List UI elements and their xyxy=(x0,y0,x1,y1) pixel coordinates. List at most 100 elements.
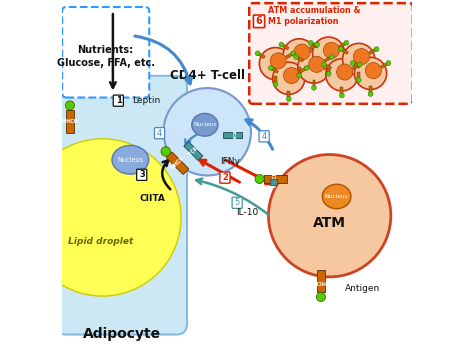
Circle shape xyxy=(311,85,316,90)
Circle shape xyxy=(356,78,361,82)
Text: CIITA: CIITA xyxy=(139,194,165,203)
Circle shape xyxy=(283,67,300,84)
Circle shape xyxy=(344,40,349,45)
Text: MHCII: MHCII xyxy=(62,119,78,124)
Circle shape xyxy=(355,57,387,90)
Polygon shape xyxy=(282,44,289,50)
Polygon shape xyxy=(357,72,360,79)
Circle shape xyxy=(315,42,319,47)
Text: IFNγ: IFNγ xyxy=(220,157,240,166)
Text: Leptin: Leptin xyxy=(132,96,160,105)
Polygon shape xyxy=(271,67,279,73)
Circle shape xyxy=(338,47,343,52)
Circle shape xyxy=(308,40,313,45)
Text: MHCII: MHCII xyxy=(313,279,329,284)
Circle shape xyxy=(368,92,373,97)
Text: Adipocyte: Adipocyte xyxy=(82,326,161,340)
Circle shape xyxy=(270,53,286,69)
FancyBboxPatch shape xyxy=(249,3,413,104)
Polygon shape xyxy=(381,62,388,68)
Circle shape xyxy=(65,101,74,110)
Polygon shape xyxy=(66,110,74,133)
Circle shape xyxy=(268,66,273,71)
Text: MHCII: MHCII xyxy=(170,155,185,171)
Polygon shape xyxy=(341,48,348,54)
Circle shape xyxy=(386,61,391,66)
Polygon shape xyxy=(310,44,317,50)
Polygon shape xyxy=(299,67,306,73)
Circle shape xyxy=(350,61,355,66)
Polygon shape xyxy=(184,141,203,160)
Circle shape xyxy=(255,174,264,184)
Circle shape xyxy=(24,139,181,296)
Polygon shape xyxy=(298,67,301,74)
Text: ATM accumulation &
M1 polarization: ATM accumulation & M1 polarization xyxy=(268,6,361,26)
Text: 2: 2 xyxy=(222,173,228,182)
Polygon shape xyxy=(312,80,315,87)
Circle shape xyxy=(357,62,362,67)
Text: Nucleus: Nucleus xyxy=(193,122,217,127)
Text: TCR: TCR xyxy=(230,131,235,140)
Polygon shape xyxy=(296,56,304,62)
FancyBboxPatch shape xyxy=(137,169,147,180)
Circle shape xyxy=(273,82,278,87)
Polygon shape xyxy=(166,152,189,174)
Circle shape xyxy=(354,48,370,65)
FancyBboxPatch shape xyxy=(113,95,123,106)
Circle shape xyxy=(255,51,260,56)
FancyBboxPatch shape xyxy=(62,7,149,98)
Text: IL-10: IL-10 xyxy=(236,208,258,217)
Circle shape xyxy=(279,42,284,47)
Polygon shape xyxy=(327,66,330,73)
Circle shape xyxy=(326,71,331,76)
Polygon shape xyxy=(369,48,376,54)
Polygon shape xyxy=(286,53,293,59)
Text: CD4+ T-cell: CD4+ T-cell xyxy=(170,69,245,82)
Polygon shape xyxy=(339,42,346,48)
FancyBboxPatch shape xyxy=(254,15,264,28)
Circle shape xyxy=(321,62,327,67)
Polygon shape xyxy=(223,132,242,138)
Circle shape xyxy=(309,56,325,72)
Text: 6: 6 xyxy=(255,16,263,26)
Circle shape xyxy=(339,93,344,98)
Text: TCR: TCR xyxy=(188,146,199,156)
Polygon shape xyxy=(352,64,360,70)
Text: ATM: ATM xyxy=(313,216,346,230)
Circle shape xyxy=(343,43,375,75)
Polygon shape xyxy=(340,87,343,94)
Circle shape xyxy=(374,47,379,52)
Text: 5: 5 xyxy=(235,198,240,207)
Ellipse shape xyxy=(191,113,218,136)
Circle shape xyxy=(323,42,339,58)
Circle shape xyxy=(161,147,171,156)
Circle shape xyxy=(293,54,299,59)
FancyBboxPatch shape xyxy=(232,197,242,208)
Ellipse shape xyxy=(112,145,149,174)
Text: Nucleus: Nucleus xyxy=(117,157,144,163)
Ellipse shape xyxy=(322,184,351,209)
Circle shape xyxy=(298,51,330,83)
Circle shape xyxy=(286,97,291,101)
Polygon shape xyxy=(287,91,290,98)
Text: Lipid droplet: Lipid droplet xyxy=(68,237,133,246)
Polygon shape xyxy=(270,179,277,185)
Text: 1: 1 xyxy=(116,96,121,105)
Circle shape xyxy=(304,66,309,71)
Text: 3: 3 xyxy=(139,170,145,179)
FancyBboxPatch shape xyxy=(56,76,187,335)
Polygon shape xyxy=(258,53,265,59)
Polygon shape xyxy=(274,76,277,83)
Polygon shape xyxy=(369,86,372,93)
Circle shape xyxy=(164,88,251,176)
Circle shape xyxy=(312,37,345,69)
Text: 4: 4 xyxy=(262,132,267,141)
Circle shape xyxy=(268,154,391,277)
Text: Antigen: Antigen xyxy=(346,284,381,293)
Polygon shape xyxy=(311,42,319,48)
Circle shape xyxy=(273,62,305,94)
FancyBboxPatch shape xyxy=(155,128,164,139)
FancyBboxPatch shape xyxy=(220,172,230,183)
Circle shape xyxy=(291,51,296,56)
Circle shape xyxy=(259,47,292,80)
